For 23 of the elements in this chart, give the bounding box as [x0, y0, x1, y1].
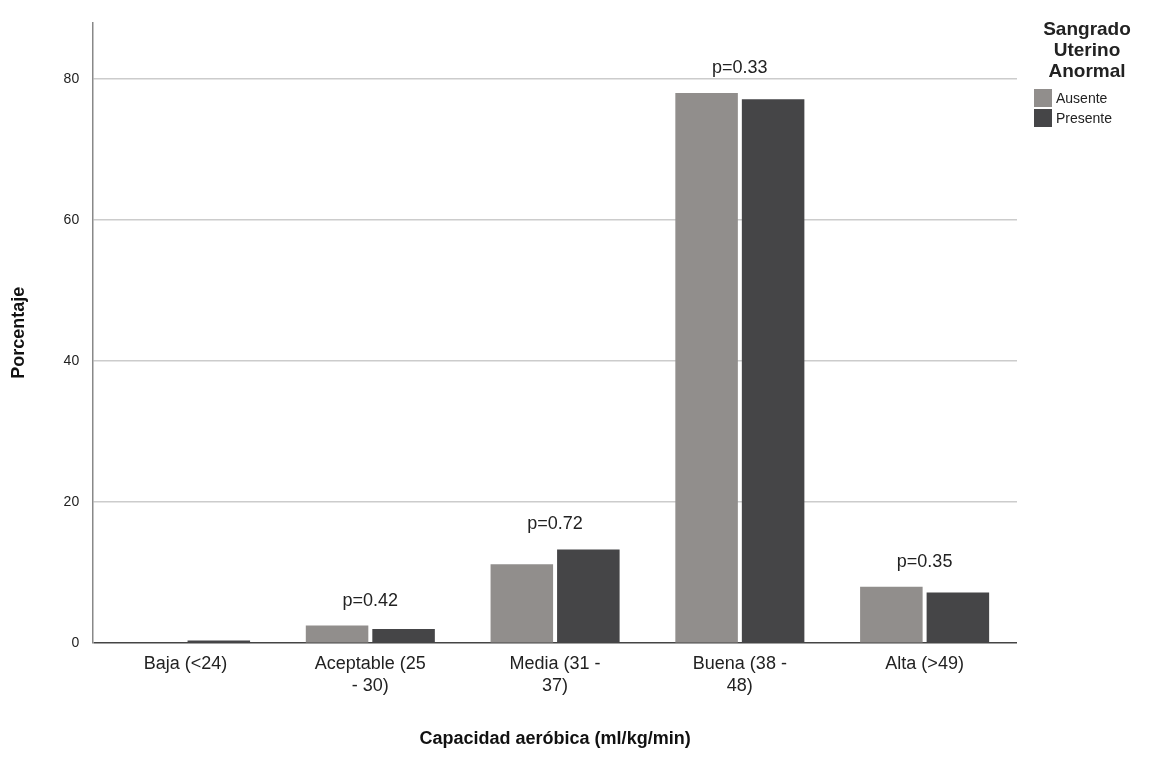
y-tick-label: 80 — [63, 69, 80, 86]
x-tick-label: Buena (38 - 48) — [692, 652, 787, 695]
annotation: p=0.33 — [712, 56, 768, 77]
bar — [490, 564, 554, 643]
y-tick-label: 0 — [71, 634, 80, 651]
legend-label: Presente — [1056, 110, 1113, 126]
y-tick-label: 60 — [63, 210, 80, 227]
annotation: p=0.42 — [342, 589, 399, 610]
legend-label: Ausente — [1056, 90, 1108, 106]
legend-title: Sangrado Uterino Anormal — [1042, 18, 1132, 81]
x-tick-label: Alta (>49) — [885, 652, 964, 673]
annotation: p=0.72 — [527, 513, 583, 534]
y-tick-label: 20 — [63, 492, 80, 509]
y-tick-label: 40 — [63, 351, 80, 368]
x-tick-label: Media (31 - 37) — [509, 652, 601, 695]
bar — [860, 586, 923, 643]
x-axis-title: Capacidad aeróbica (ml/kg/min) — [419, 728, 691, 749]
x-tick-label: Aceptable (25 - 30) — [314, 652, 426, 695]
x-tick-label: Baja (<24) — [143, 652, 228, 673]
y-axis-title: Porcentaje — [7, 286, 28, 379]
bar — [675, 92, 738, 643]
bar — [305, 625, 369, 643]
annotation: p=0.35 — [896, 550, 953, 571]
